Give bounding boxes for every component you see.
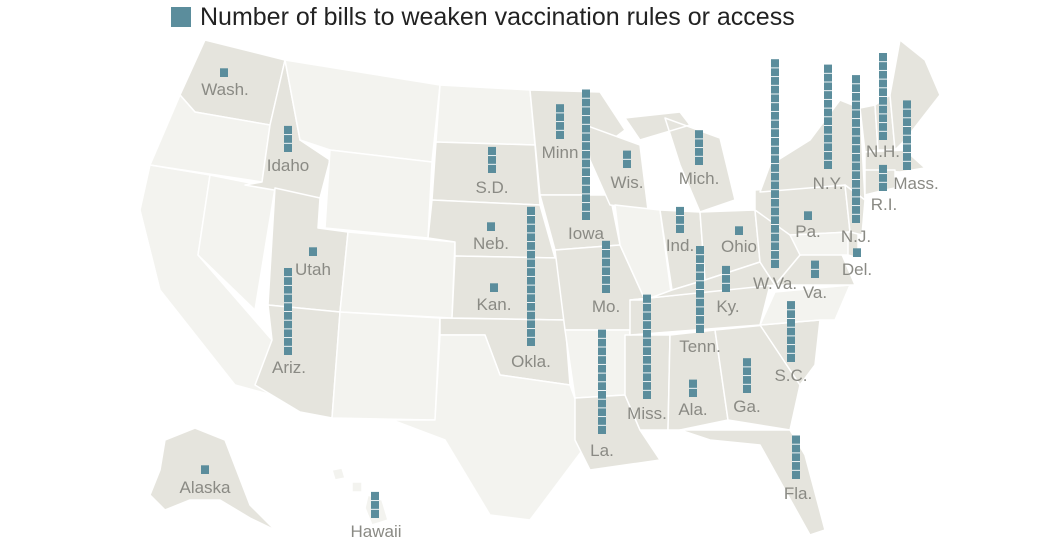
state-shape-wy: [324, 149, 433, 239]
state-label-mn: Minn: [542, 143, 579, 162]
state-label-la: La.: [590, 441, 614, 460]
bar-hi: [371, 491, 379, 518]
state-shape-co: [339, 231, 456, 319]
state-shape-al: [667, 329, 729, 431]
state-label-ma: Mass.: [893, 174, 938, 193]
state-label-nh: N.H.: [866, 142, 900, 161]
state-shape-nm: [331, 311, 441, 421]
legend-swatch: [171, 7, 191, 27]
labels-layer: Wash. Idaho Minn Iowa S.D. Wis. Mich. W.Va. N.Y.…: [179, 80, 938, 541]
bar-pa: [804, 211, 812, 220]
state-label-nj: N.J.: [841, 227, 871, 246]
legend-label: Number of bills to weaken vaccination ru…: [200, 2, 795, 31]
bar-ri: [879, 164, 887, 191]
bar-in: [676, 206, 684, 233]
state-shape-hi: [331, 467, 389, 526]
state-shape-me: [889, 39, 941, 151]
bars-layer: [201, 53, 911, 518]
state-label-ok: Okla.: [511, 352, 551, 371]
state-label-wa: Wash.: [201, 80, 249, 99]
bar-ia: [582, 89, 590, 220]
bar-id: [284, 125, 292, 152]
legend: Number of bills to weaken vaccination ru…: [171, 2, 795, 32]
state-label-sc: S.C.: [774, 366, 807, 385]
state-shape-tx: [391, 334, 591, 521]
bar-sc: [787, 301, 795, 362]
state-label-ny: N.Y.: [813, 174, 844, 193]
state-label-de: Del.: [842, 260, 872, 279]
state-label-va: Va.: [803, 283, 827, 302]
bar-ak: [201, 465, 209, 474]
land-layer: [139, 39, 941, 536]
state-label-ms: Miss.: [627, 404, 667, 423]
state-label-ia: Iowa: [568, 224, 604, 243]
state-label-ga: Ga.: [733, 397, 760, 416]
state-label-ak: Alaska: [179, 478, 231, 497]
state-label-oh: Ohio: [721, 237, 757, 256]
state-label-ri: R.I.: [871, 195, 897, 214]
state-shape-ar: [564, 329, 631, 399]
state-label-hi: Hawaii: [350, 522, 401, 541]
state-shape-mi: [624, 111, 736, 213]
state-label-mo: Mo.: [592, 297, 620, 316]
state-label-wi: Wis.: [610, 173, 643, 192]
state-shape-ak: [149, 427, 276, 531]
state-shape-nd: [435, 84, 536, 146]
state-label-mi: Mich.: [679, 169, 720, 188]
state-label-fl: Fla.: [784, 484, 812, 503]
bar-de: [853, 248, 861, 257]
state-label-sd: S.D.: [475, 178, 508, 197]
state-label-id: Idaho: [267, 156, 310, 175]
state-label-al: Ala.: [678, 400, 707, 419]
state-label-ky: Ky.: [716, 297, 739, 316]
state-label-pa: Pa.: [795, 222, 821, 241]
state-label-az: Ariz.: [272, 358, 306, 377]
state-label-wv: W.Va.: [753, 274, 797, 293]
bar-sd: [488, 146, 496, 173]
state-shape-fl: [679, 429, 826, 536]
state-label-ut: Utah: [295, 260, 331, 279]
bar-ne: [487, 222, 495, 231]
state-shape-nc: [759, 284, 851, 326]
state-label-ne: Neb.: [473, 234, 509, 253]
state-label-tn: Tenn.: [679, 337, 721, 356]
bar-ky: [722, 265, 730, 292]
bar-fl: [792, 435, 800, 479]
bar-ut: [309, 247, 317, 256]
bar-ks: [490, 283, 498, 292]
bar-nj: [852, 75, 860, 223]
state-label-in: Ind.: [666, 236, 694, 255]
state-label-ks: Kan.: [477, 295, 512, 314]
bar-oh: [735, 226, 743, 235]
bar-wa: [220, 68, 228, 77]
